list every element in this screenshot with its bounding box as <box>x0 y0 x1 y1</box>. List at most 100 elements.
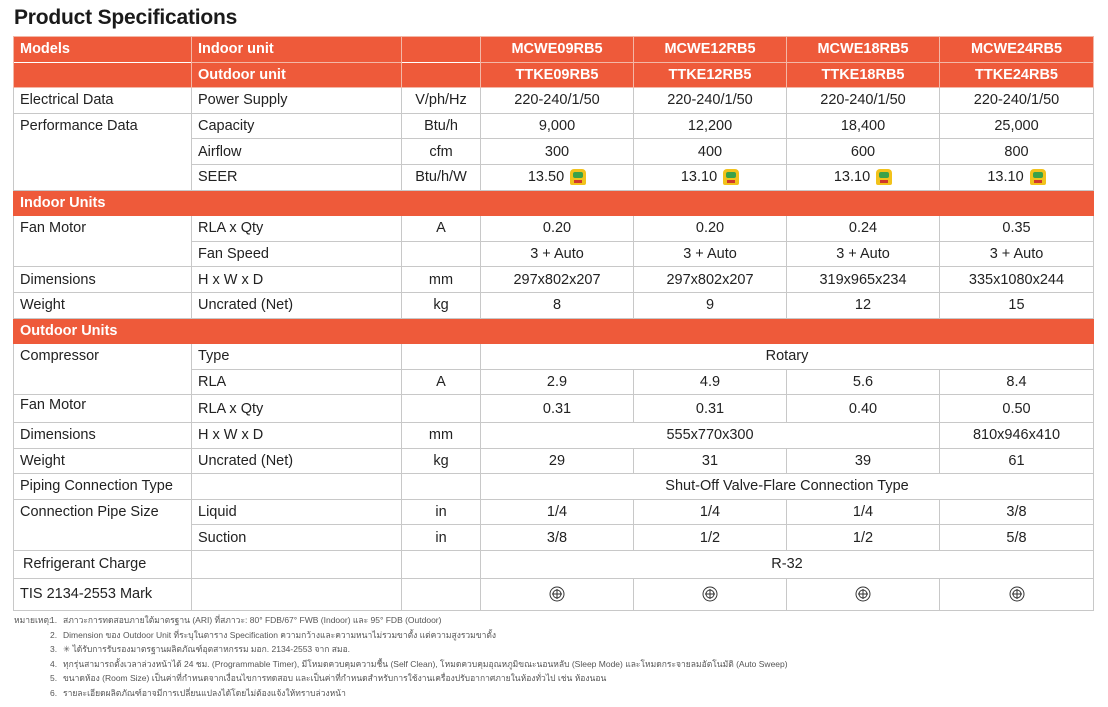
cell-value: 0.40 <box>786 394 940 423</box>
notes-label: หมายเหตุ: <box>14 615 52 625</box>
table-row: Fan Motor RLA x Qty A 0.20 0.20 0.24 0.3… <box>13 215 1094 268</box>
group-label: Weight <box>13 447 192 475</box>
group-label: Weight <box>13 291 192 319</box>
cell-value: 1/2 <box>786 524 940 551</box>
outdoor-unit-label: Outdoor unit <box>191 61 402 89</box>
group-label: Dimensions <box>13 421 192 449</box>
cell-value: 2.9 <box>480 368 634 396</box>
section-header: Outdoor Units <box>13 317 1094 345</box>
group-label: Electrical Data <box>13 87 192 114</box>
note-text: ทุกรุ่นสามารถตั้งเวลาล่วงหน้าได้ 24 ชม. … <box>63 658 788 669</box>
indoor-model: MCWE24RB5 <box>939 36 1094 63</box>
cell-value: 335x1080x244 <box>939 266 1094 293</box>
cell-value: 220-240/1/50 <box>633 87 787 114</box>
group-label: Fan Motor <box>13 394 192 423</box>
cell-value: 25,000 <box>939 112 1094 140</box>
table-row: Weight Uncrated (Net) kg 29 31 39 61 <box>13 447 1094 475</box>
tis-mark-icon <box>549 586 565 602</box>
models-label: Models <box>13 36 192 63</box>
outdoor-model: TTKE09RB5 <box>480 61 634 89</box>
cell-value: 3 + Auto <box>633 240 787 268</box>
cell-value: 8 <box>480 291 634 319</box>
item-label: SEER <box>191 163 402 191</box>
unit-label <box>401 240 481 268</box>
cell-value: 1/4 <box>786 498 940 526</box>
unit-label: Btu/h <box>401 112 481 140</box>
cell-value: 13.10 <box>680 169 718 186</box>
table-row: Refrigerant Charge R-32 <box>13 549 1094 579</box>
cell-value: 0.50 <box>939 394 1094 423</box>
energy-label-icon <box>723 169 740 186</box>
cell-value: 0.35 <box>939 215 1094 242</box>
item-label: Uncrated (Net) <box>191 447 402 475</box>
item-label: RLA <box>191 368 402 396</box>
section-title: Indoor Units <box>13 189 1094 217</box>
group-label: Performance Data <box>13 112 192 191</box>
table-row: Weight Uncrated (Net) kg 8 9 12 15 <box>13 291 1094 319</box>
item-label: Type <box>191 343 402 370</box>
cell-value: 3 + Auto <box>480 240 634 268</box>
unit-label <box>401 394 481 423</box>
item-label: Power Supply <box>191 87 402 114</box>
cell-value: R-32 <box>480 549 1094 579</box>
group-label: Connection Pipe Size <box>13 498 192 551</box>
cell-value: 600 <box>786 138 940 165</box>
cell-value: 15 <box>939 291 1094 319</box>
item-label: Liquid <box>191 498 402 526</box>
outdoor-model: TTKE12RB5 <box>633 61 787 89</box>
unit-label: Btu/h/W <box>401 163 481 191</box>
cell-value: 1/4 <box>633 498 787 526</box>
cell-value: 800 <box>939 138 1094 165</box>
item-label: RLA x Qty <box>191 215 402 242</box>
item-label: H x W x D <box>191 421 402 449</box>
note-text: Dimension ของ Outdoor Unit ที่ระบุในตารา… <box>63 629 497 640</box>
item-label: RLA x Qty <box>191 394 402 423</box>
table-row: RLA A 2.9 4.9 5.6 8.4 <box>14 368 1094 396</box>
table-row: Piping Connection Type Shut-Off Valve-Fl… <box>13 473 1094 500</box>
cell-value: 555x770x300 <box>480 421 940 449</box>
unit-label: mm <box>401 266 481 293</box>
spec-table: Models Indoor unit MCWE09RB5 MCWE12RB5 M… <box>13 36 1094 611</box>
note-text: รายละเอียดผลิตภัณฑ์อาจมีการเปลี่ยนแปลงได… <box>63 687 346 698</box>
cell-value: 3/8 <box>939 498 1094 526</box>
cell-value: 18,400 <box>786 112 940 140</box>
indoor-model: MCWE09RB5 <box>480 36 634 63</box>
indoor-model: MCWE18RB5 <box>786 36 940 63</box>
note-text: สภาวะการทดสอบภายใต้มาตรฐาน (ARI) ที่สภาว… <box>63 615 442 625</box>
table-row: Dimensions H x W x D mm 555x770x300 810x… <box>13 421 1094 449</box>
group-label: Piping Connection Type <box>13 473 192 500</box>
table-row: Connection Pipe Size Liquid in 1/4 1/4 1… <box>13 498 1094 551</box>
cell-value: 300 <box>480 138 634 165</box>
unit-label: cfm <box>401 138 481 165</box>
header-row-indoor: Models Indoor unit MCWE09RB5 MCWE12RB5 M… <box>13 36 1094 63</box>
section-header: Indoor Units <box>13 189 1094 217</box>
unit-label: kg <box>401 447 481 475</box>
cell-value: 810x946x410 <box>939 421 1094 449</box>
cell-value: Rotary <box>480 343 1094 370</box>
unit-label: A <box>401 368 481 396</box>
item-label: Airflow <box>191 138 402 165</box>
cell-value: 319x965x234 <box>786 266 940 293</box>
cell-value: 8.4 <box>939 368 1094 396</box>
page-title: Product Specifications <box>14 6 238 29</box>
cell-value: 220-240/1/50 <box>480 87 634 114</box>
footnotes: หมายเหตุ: 1. สภาวะการทดสอบภายใต้มาตรฐาน (A… <box>14 613 788 700</box>
cell-value: 13.50 <box>527 169 565 186</box>
cell-value: 1/4 <box>480 498 634 526</box>
cell-value: 3/8 <box>480 524 634 551</box>
cell-value: 0.31 <box>633 394 787 423</box>
group-label: Refrigerant Charge <box>13 549 192 579</box>
group-label: Dimensions <box>13 266 192 293</box>
energy-label-icon <box>876 169 893 186</box>
table-row: Electrical Data Power Supply V/ph/Hz 220… <box>13 87 1094 114</box>
unit-label: in <box>401 498 481 526</box>
table-row: Suction in 3/8 1/2 1/2 5/8 <box>14 524 1094 551</box>
group-label: Compressor <box>13 343 192 396</box>
energy-label-icon <box>1029 169 1046 186</box>
tis-mark-icon <box>1009 586 1025 602</box>
table-row: SEER Btu/h/W 13.50 13.10 13.10 13.10 <box>14 163 1094 191</box>
unit-label: kg <box>401 291 481 319</box>
item-label: H x W x D <box>191 266 402 293</box>
cell-value: 220-240/1/50 <box>786 87 940 114</box>
cell-value: 29 <box>480 447 634 475</box>
